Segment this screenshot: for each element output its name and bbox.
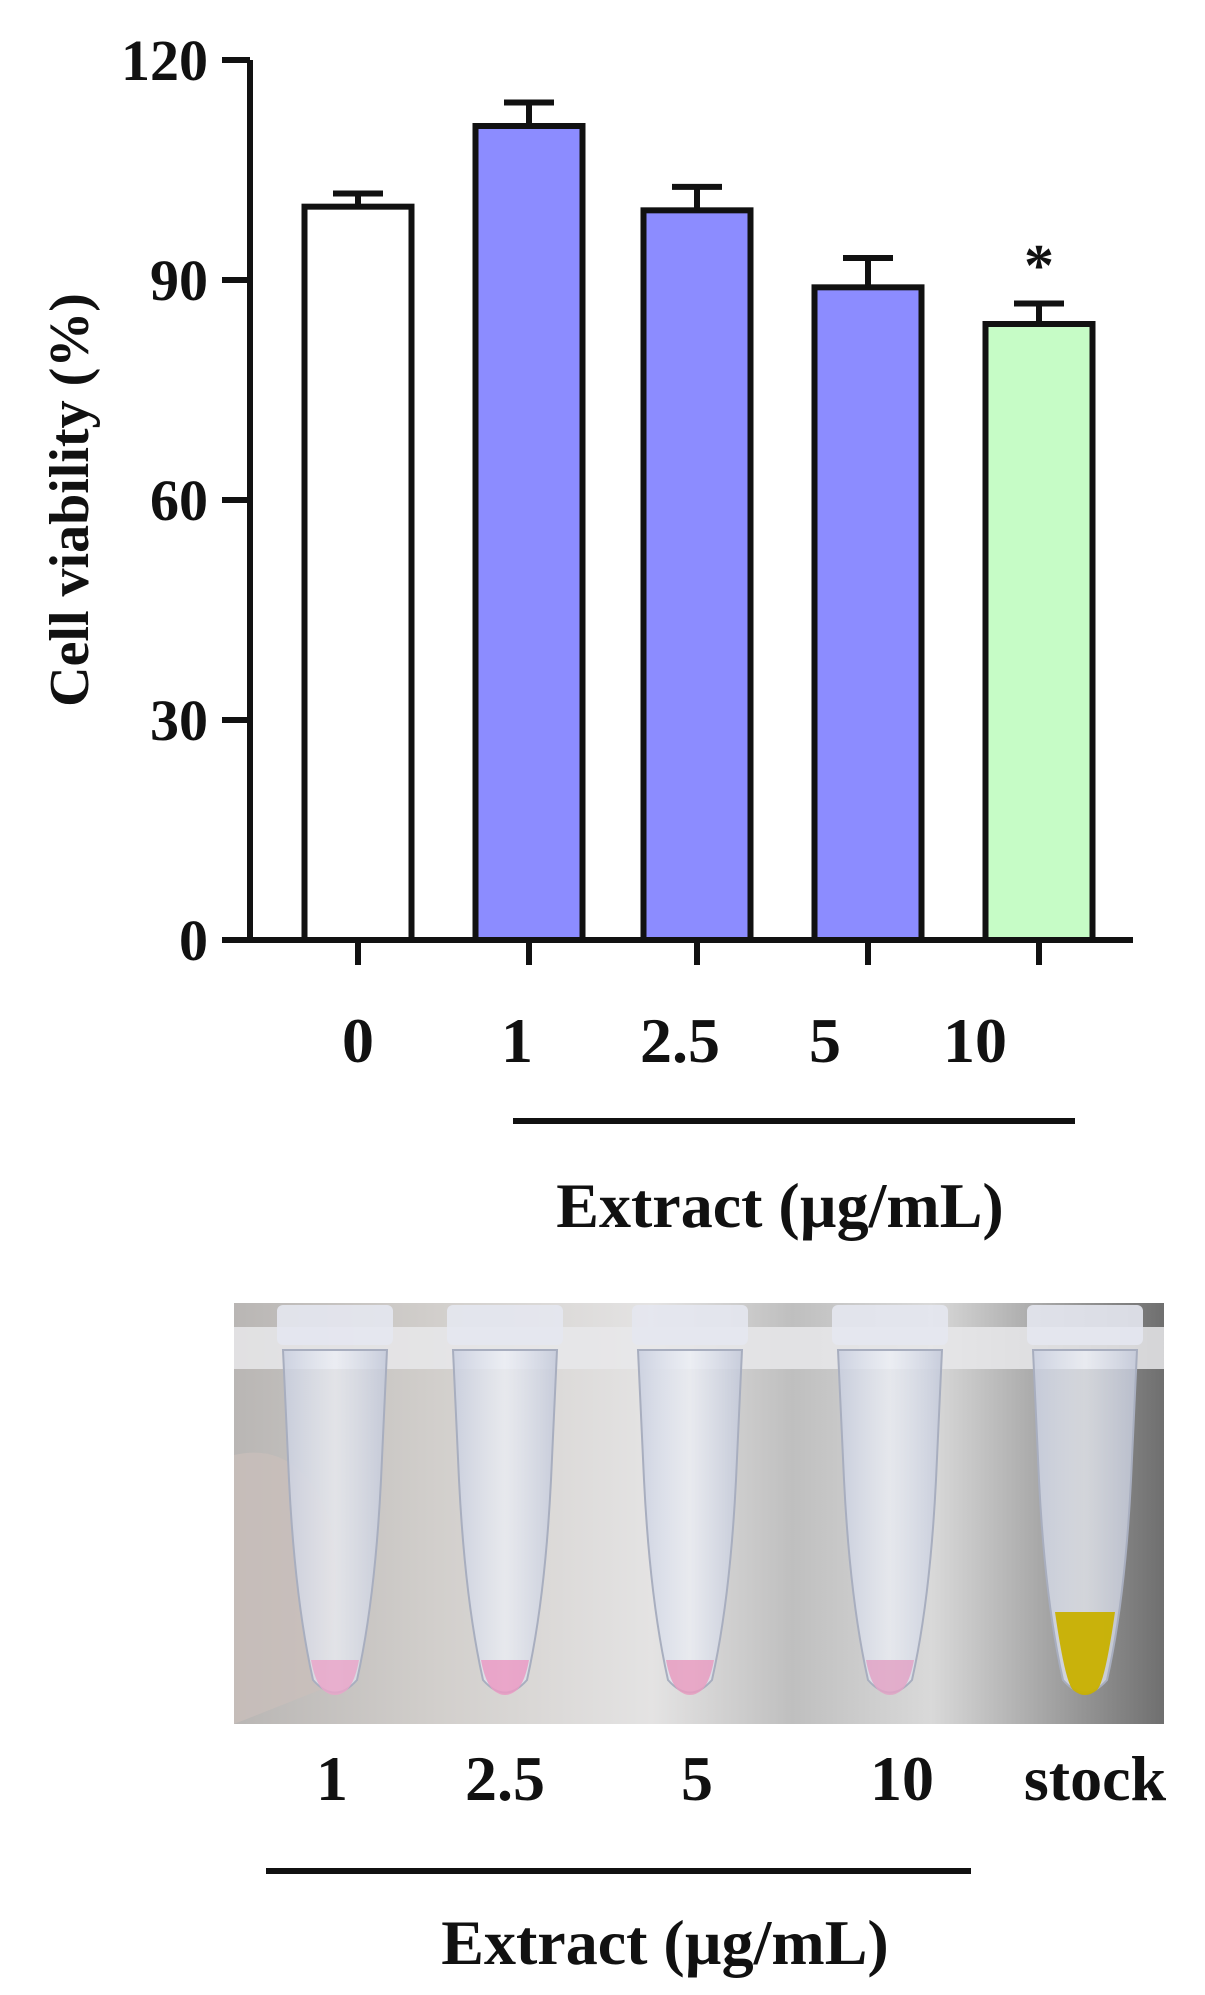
tube-cap [632,1305,748,1345]
x-ticks-group: 0 1 2.5 5 10 [342,940,1042,1076]
y-tick-label: 60 [150,468,208,533]
bar-chart: * 0 30 60 90 120 0 1 2.5 5 10 Cell viability (%)… [39,28,1133,1241]
bars-group [301,123,1096,944]
tube-liquid [866,1660,914,1695]
y-tick-label: 120 [121,28,208,93]
tube [1027,1305,1143,1695]
tube [632,1305,748,1695]
tube-labels-group: 1 2.5 5 10 stock [316,1743,1167,1814]
tube [832,1305,948,1695]
tubes-group [277,1305,1143,1695]
y-axis-label: Cell viability (%) [39,293,101,707]
bar [472,123,586,943]
y-tick-label: 0 [179,908,208,973]
x-tick-label: 1 [501,1005,533,1076]
bar [301,203,415,943]
tube-label: 1 [316,1743,348,1814]
tube-liquid [311,1660,359,1695]
tube [447,1305,563,1695]
tube-cap [277,1305,393,1345]
y-tick-label: 30 [150,688,208,753]
tube-label: stock [1024,1743,1167,1814]
significance-group: * [1024,232,1054,298]
tube-photo [234,1303,1164,1724]
x-tick-label: 10 [943,1005,1007,1076]
tube-label: 10 [870,1743,934,1814]
x-axis-label: Extract (µg/mL) [556,1170,1003,1241]
error-bars-group [333,99,1064,324]
bar [640,207,754,944]
tube-label: 2.5 [465,1743,545,1814]
y-ticks-group: 0 30 60 90 120 [121,28,250,973]
y-tick-label: 90 [150,248,208,313]
tube [277,1305,393,1695]
x-tick-label: 0 [342,1005,374,1076]
tube-cap [832,1305,948,1345]
tube-liquid [481,1660,529,1695]
tube-cap [447,1305,563,1345]
bar [811,284,925,944]
tube-liquid [666,1660,714,1695]
x-tick-label: 5 [809,1005,841,1076]
tube-liquid [1055,1612,1115,1695]
photo-x-axis-label: Extract (µg/mL) [441,1907,888,1978]
bar [982,321,1096,943]
tube-cap [1027,1305,1143,1345]
tube-label: 5 [681,1743,713,1814]
significance-marker: * [1024,232,1054,298]
x-tick-label: 2.5 [640,1005,720,1076]
